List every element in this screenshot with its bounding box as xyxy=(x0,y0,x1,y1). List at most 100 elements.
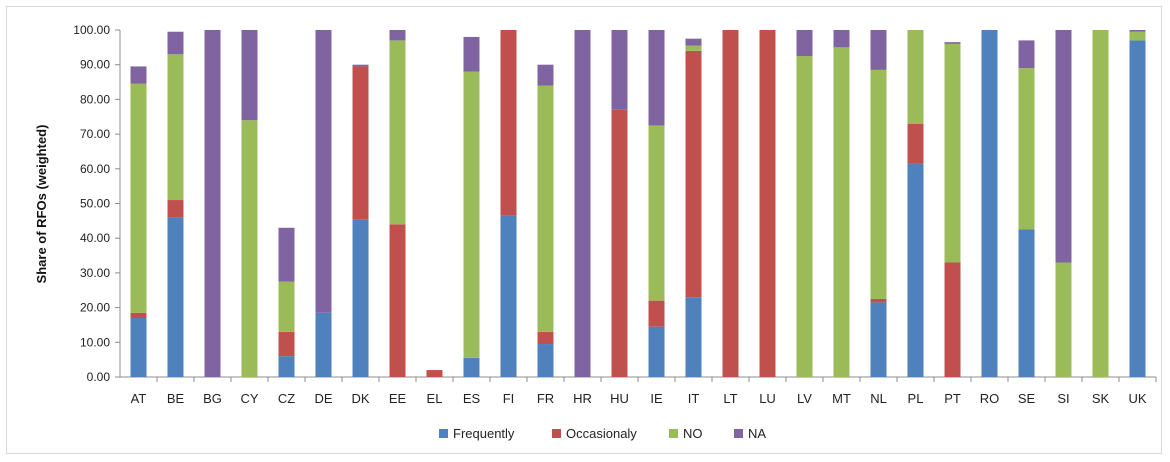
bar-na-be xyxy=(167,31,184,55)
bar-na-hu xyxy=(611,30,628,110)
bar-occasionaly-pl xyxy=(907,123,924,164)
legend-swatch-frequently xyxy=(439,429,448,438)
bar-occasionaly-nl xyxy=(870,298,887,303)
bar-frequently-nl xyxy=(870,302,887,377)
x-tick-label-hr: HR xyxy=(573,391,592,406)
bar-no-se xyxy=(1018,68,1035,230)
x-tick-label-lv: LV xyxy=(797,391,812,406)
bar-na-mt xyxy=(833,30,850,48)
x-tick-label-pl: PL xyxy=(908,391,924,406)
x-tick-label-lu: LU xyxy=(759,391,776,406)
legend-swatch-na xyxy=(734,429,743,438)
y-tick-label: 50.00 xyxy=(80,197,110,211)
y-tick-label: 0.00 xyxy=(87,370,111,384)
x-tick-label-be: BE xyxy=(167,391,185,406)
y-tick-label: 10.00 xyxy=(80,335,110,349)
x-tick-label-el: EL xyxy=(427,391,443,406)
y-tick-label: 90.00 xyxy=(80,58,110,72)
bar-frequently-fr xyxy=(537,344,554,377)
bar-frequently-de xyxy=(315,312,332,377)
bar-no-ee xyxy=(389,40,406,225)
x-tick-label-nl: NL xyxy=(870,391,887,406)
bar-na-hr xyxy=(574,30,591,377)
bar-occasionaly-el xyxy=(426,370,443,377)
legend-label-frequently: Frequently xyxy=(453,426,515,441)
bar-na-cy xyxy=(241,30,258,121)
bar-no-pl xyxy=(907,30,924,124)
y-tick-label: 100.00 xyxy=(73,23,110,37)
bar-no-mt xyxy=(833,47,850,377)
legend-swatch-occasionaly xyxy=(552,429,561,438)
bar-no-fr xyxy=(537,85,554,332)
x-tick-label-es: ES xyxy=(463,391,481,406)
x-tick-label-dk: DK xyxy=(351,391,369,406)
bar-no-es xyxy=(463,71,480,358)
bar-no-cy xyxy=(241,120,258,377)
x-tick-label-ro: RO xyxy=(980,391,1000,406)
y-tick-label: 40.00 xyxy=(80,231,110,245)
bar-no-ie xyxy=(648,125,665,301)
x-tick-label-hu: HU xyxy=(610,391,629,406)
bar-na-ee xyxy=(389,30,406,41)
bar-na-ie xyxy=(648,30,665,126)
bar-na-lv xyxy=(796,30,813,57)
x-tick-label-bg: BG xyxy=(203,391,222,406)
bar-frequently-ie xyxy=(648,326,665,377)
x-tick-label-cz: CZ xyxy=(278,391,295,406)
x-tick-label-at: AT xyxy=(131,391,147,406)
bar-no-si xyxy=(1055,262,1072,377)
bar-occasionaly-pt xyxy=(944,262,961,377)
bar-no-sk xyxy=(1092,30,1109,377)
y-tick-label: 70.00 xyxy=(80,127,110,141)
bar-occasionaly-it xyxy=(685,50,702,298)
y-tick-label: 80.00 xyxy=(80,92,110,106)
bar-na-at xyxy=(130,66,147,84)
bar-no-pt xyxy=(944,43,961,263)
bar-na-nl xyxy=(870,30,887,70)
bar-occasionaly-at xyxy=(130,312,147,319)
x-tick-label-ie: IE xyxy=(650,391,663,406)
legend-label-na: NA xyxy=(748,426,766,441)
bar-occasionaly-fr xyxy=(537,331,554,345)
bar-no-cz xyxy=(278,281,295,332)
bar-no-nl xyxy=(870,69,887,299)
bar-frequently-fi xyxy=(500,215,517,377)
bar-na-fr xyxy=(537,64,554,86)
bar-na-bg xyxy=(204,30,221,377)
x-tick-label-uk: UK xyxy=(1128,391,1146,406)
bar-occasionaly-ee xyxy=(389,224,406,377)
bar-no-at xyxy=(130,83,147,313)
x-tick-label-si: SI xyxy=(1057,391,1069,406)
bar-occasionaly-hu xyxy=(611,109,628,377)
bar-na-si xyxy=(1055,30,1072,263)
y-tick-label: 60.00 xyxy=(80,162,110,176)
bar-na-pt xyxy=(944,42,961,44)
bar-frequently-pl xyxy=(907,163,924,377)
x-tick-label-cy: CY xyxy=(240,391,258,406)
bar-na-dk xyxy=(352,64,369,67)
bar-occasionaly-fi xyxy=(500,30,517,216)
bar-na-it xyxy=(685,38,702,46)
y-axis-label: Share of RFOs (weighted) xyxy=(34,125,49,284)
x-tick-label-de: DE xyxy=(314,391,332,406)
bar-occasionaly-be xyxy=(167,200,184,218)
bar-occasionaly-ie xyxy=(648,300,665,327)
bar-no-be xyxy=(167,54,184,201)
x-tick-label-lt: LT xyxy=(723,391,737,406)
legend-swatch-no xyxy=(669,429,678,438)
bar-frequently-es xyxy=(463,357,480,377)
y-tick-label: 30.00 xyxy=(80,266,110,280)
bar-occasionaly-lt xyxy=(722,30,739,377)
x-tick-label-fr: FR xyxy=(537,391,554,406)
bar-frequently-ro xyxy=(981,30,998,377)
legend-label-no: NO xyxy=(683,426,703,441)
x-tick-label-se: SE xyxy=(1018,391,1036,406)
x-tick-label-it: IT xyxy=(688,391,700,406)
bar-no-lv xyxy=(796,56,813,378)
bar-occasionaly-dk xyxy=(352,66,369,220)
legend-label-occasionaly: Occasionaly xyxy=(566,426,637,441)
bar-occasionaly-lu xyxy=(759,30,776,377)
x-tick-label-mt: MT xyxy=(832,391,851,406)
y-tick-label: 20.00 xyxy=(80,301,110,315)
